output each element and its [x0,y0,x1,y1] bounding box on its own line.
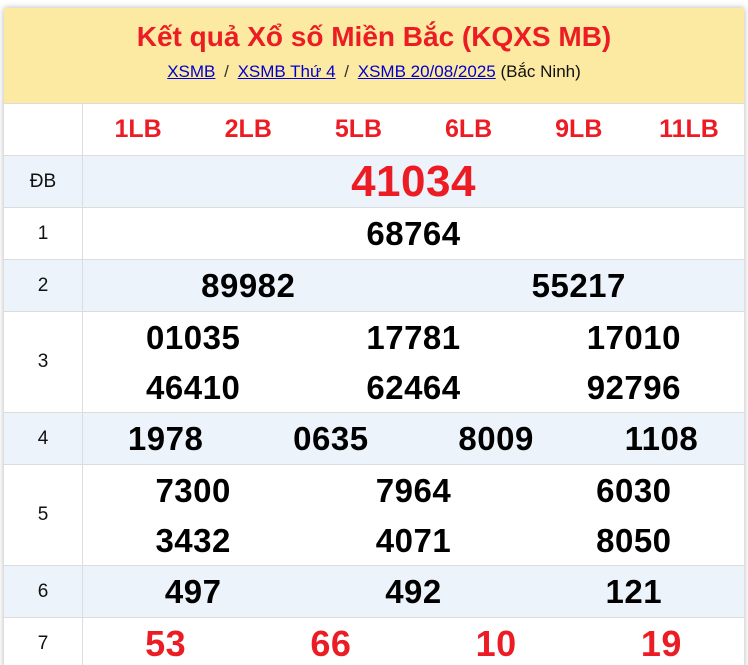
breadcrumb-links: XSMB / XSMB Thứ 4 / XSMB 20/08/2025 [167,62,496,81]
prize-label: 2 [4,260,83,311]
column-header: 2LB [224,115,272,143]
prize-line: 1978 0635 8009 1108 [83,422,744,455]
prize-label: 7 [4,618,83,665]
column-header: 11LB [659,115,719,143]
prize-number: 53 [145,622,187,664]
prize-number: 01035 [146,318,241,356]
prize-line: 3432 4071 8050 [83,524,744,557]
prize-number: 0635 [293,420,369,457]
prize-number: 41034 [351,156,476,206]
table-row: 6 497 492 121 [4,566,744,618]
results-table: 1LB 2LB 5LB 6LB 9LB 11LB ĐB 41034 1 68764 2 89982 55… [4,103,744,665]
prize-number: 17781 [366,318,461,356]
table-row: 4 1978 0635 8009 1108 [4,413,744,465]
prize-number: 92796 [586,368,681,406]
table-row: 2 89982 55217 [4,260,744,312]
table-row: 7 53 66 10 19 [4,618,744,665]
prize-number: 46410 [146,368,241,406]
prize-line: 41034 [83,156,744,206]
prize-line: 89982 55217 [83,269,744,302]
prize-number: 492 [385,573,442,610]
prize-label: 5 [4,465,83,565]
prize-number: 55217 [531,267,626,304]
table-row: 3 01035 17781 17010 46410 62464 92796 [4,312,744,413]
prize-number: 3432 [155,521,231,559]
prize-number: 19 [640,622,682,664]
breadcrumb-separator: / [339,62,354,81]
column-header: 9LB [555,115,603,143]
prize-number: 89982 [201,267,296,304]
prize-number: 66 [310,622,352,664]
prize-values: 68764 [83,208,744,259]
table-row: 1 68764 [4,208,744,260]
page-title: Kết quả Xổ số Miền Bắc (KQXS MB) [136,21,612,52]
prize-number: 4071 [375,521,452,559]
prize-line: 46410 62464 92796 [83,371,744,404]
prize-number: 1978 [127,420,204,457]
prize-number: 497 [164,573,222,610]
column-header-row: 1LB 2LB 5LB 6LB 9LB 11LB [4,103,744,156]
prize-number: 68764 [366,215,461,252]
prize-values: 1978 0635 8009 1108 [83,413,744,464]
breadcrumb-link[interactable]: XSMB [167,62,216,81]
prize-label: 1 [4,208,83,259]
column-header: 1LB [114,115,162,143]
prize-number: 121 [605,573,663,610]
prize-values: 01035 17781 17010 46410 62464 92796 [83,312,744,412]
prize-number: 6030 [596,471,672,509]
prize-number: 10 [475,622,517,664]
prize-values: 53 66 10 19 [83,618,744,665]
prize-values: 41034 [83,156,744,207]
banner: Kết quả Xổ số Miền Bắc (KQXS MB) XSMB / … [4,8,744,103]
breadcrumb: XSMB / XSMB Thứ 4 / XSMB 20/08/2025 (Bắc… [4,62,744,82]
prize-line: 68764 [83,217,744,250]
prize-label: 4 [4,413,83,464]
prize-line: 497 492 121 [83,575,744,608]
prize-values: 7300 7964 6030 3432 4071 8050 [83,465,744,565]
prize-values: 89982 55217 [83,260,744,311]
corner-cell [4,104,83,155]
prize-number: 8050 [596,521,672,559]
prize-label: ĐB [4,156,83,207]
prize-number: 1108 [624,420,699,457]
table-row: ĐB 41034 [4,156,744,208]
prize-line: 01035 17781 17010 [83,321,744,354]
breadcrumb-link[interactable]: XSMB 20/08/2025 [357,62,496,81]
column-header: 5LB [334,115,383,143]
prize-number: 62464 [366,368,461,406]
breadcrumb-link[interactable]: XSMB Thứ 4 [237,62,336,81]
prize-values: 497 492 121 [83,566,744,617]
prize-label: 6 [4,566,83,617]
prize-number: 17010 [586,318,681,356]
breadcrumb-separator: / [219,62,234,81]
breadcrumb-suffix: (Bắc Ninh) [500,62,581,81]
prize-number: 7964 [375,471,452,509]
table-row: 5 7300 7964 6030 3432 4071 8050 [4,465,744,566]
prize-number: 7300 [155,471,231,509]
prize-label: 3 [4,312,83,412]
prize-line: 7300 7964 6030 [83,474,744,507]
column-header: 6LB [444,115,493,143]
lottery-results-widget: Kết quả Xổ số Miền Bắc (KQXS MB) XSMB / … [4,8,744,665]
prize-number: 8009 [458,420,534,457]
prize-line: 53 66 10 19 [83,622,744,664]
